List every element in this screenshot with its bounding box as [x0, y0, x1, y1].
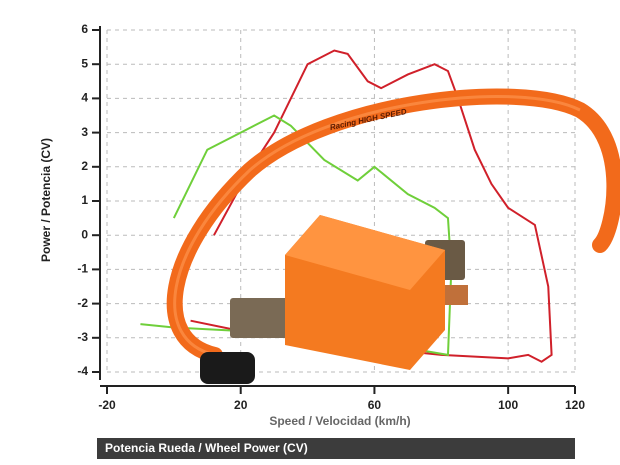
- y-axis-label: Power / Potencia (CV): [39, 138, 53, 262]
- y-tick-label: 5: [81, 56, 88, 70]
- coil-top: [285, 215, 445, 290]
- coil-mount: [230, 298, 290, 338]
- x-tick-label: 120: [565, 398, 585, 412]
- caption: Potencia Rueda / Wheel Power (CV): [105, 441, 308, 455]
- coil-boot: [200, 352, 255, 384]
- series-line: [190, 49, 553, 363]
- y-tick-label: 0: [81, 227, 88, 241]
- y-tick-label: -3: [77, 330, 88, 344]
- y-tick-label: 4: [81, 91, 88, 105]
- coil-pin: [440, 285, 468, 305]
- x-tick-label: 20: [234, 398, 248, 412]
- x-tick-label: -20: [98, 398, 116, 412]
- x-axis-label: Speed / Velocidad (km/h): [269, 414, 410, 428]
- y-tick-label: 3: [81, 125, 88, 139]
- y-tick-label: -1: [77, 262, 88, 276]
- y-tick-label: -4: [77, 364, 88, 378]
- cable-highlight: [173, 95, 581, 357]
- y-tick-label: 1: [81, 193, 88, 207]
- x-tick-label: 100: [498, 398, 518, 412]
- caption-bar: [97, 438, 575, 459]
- product-photo: Racing HIGH SPEED: [166, 88, 620, 384]
- y-tick-label: 2: [81, 159, 88, 173]
- y-tick-label: 6: [81, 22, 88, 36]
- x-tick-label: 60: [368, 398, 382, 412]
- y-tick-label: -2: [77, 296, 88, 310]
